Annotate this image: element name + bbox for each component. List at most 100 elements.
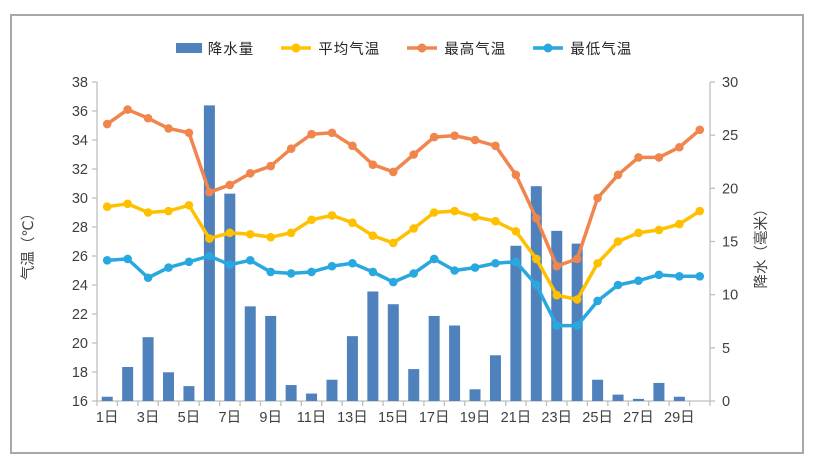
line-series-2-point-day-24 xyxy=(572,254,582,264)
line-series-2-point-day-9 xyxy=(266,161,275,171)
legend-label: 最高气温 xyxy=(444,41,507,58)
line-series-3-point-day-16 xyxy=(409,269,419,278)
precip-bar-day-12 xyxy=(326,379,338,401)
x-axis-tick-label: 1日 xyxy=(96,410,119,426)
line-series-2-point-day-10 xyxy=(286,144,296,153)
line-series-1-point-day-9 xyxy=(266,232,275,242)
left-axis-tick-label: 22 xyxy=(72,307,88,323)
line-series-2-point-day-6 xyxy=(205,187,214,197)
line-series-2-point-day-17 xyxy=(429,132,439,142)
precip-bar-day-20 xyxy=(489,355,501,401)
x-axis-tick-label: 7日 xyxy=(219,410,242,426)
precip-bar-day-18 xyxy=(449,325,461,401)
line-series-1-point-day-11 xyxy=(307,215,316,225)
line-series-2-point-day-4 xyxy=(164,124,173,133)
line-series-3-point-day-29 xyxy=(675,272,684,281)
line-series-1-point-day-22 xyxy=(532,254,541,264)
left-axis-tick-label: 24 xyxy=(72,278,88,294)
line-series-1-point-day-24 xyxy=(572,295,582,304)
line-series-3-point-day-26 xyxy=(613,280,623,290)
line-series-3-point-day-19 xyxy=(470,263,480,272)
line-series-1-point-day-28 xyxy=(654,225,664,235)
line-series-1-point-day-25 xyxy=(593,258,602,268)
chart-legend: 降水量 平均气温 最高气温 最低气温 xyxy=(97,36,711,60)
line-series-2-point-day-2 xyxy=(123,105,132,114)
line-series-1-point-day-19 xyxy=(470,212,480,222)
line-series-1-point-day-16 xyxy=(409,224,419,233)
precip-bar-day-11 xyxy=(306,393,318,401)
precip-bar-day-2 xyxy=(122,366,134,401)
line-series-2-point-day-21 xyxy=(511,170,521,180)
line-series-1-point-day-3 xyxy=(143,208,153,217)
line-series-2-point-day-7 xyxy=(225,180,235,190)
legend-label: 最低气温 xyxy=(570,41,633,58)
line-series-3-point-day-5 xyxy=(184,257,194,267)
line-series-1-point-day-26 xyxy=(613,237,623,246)
left-axis-tick-label: 20 xyxy=(72,336,88,352)
precip-bar-day-3 xyxy=(142,337,154,401)
line-series-3-point-day-22 xyxy=(532,280,541,290)
line-series-1-point-day-27 xyxy=(634,228,643,238)
line-series-1-point-day-13 xyxy=(348,218,357,227)
line-series-2-point-day-30 xyxy=(695,125,705,135)
left-axis-tick-label: 28 xyxy=(72,220,88,236)
x-axis-tick-label: 3日 xyxy=(137,410,160,426)
line-series-2-point-day-25 xyxy=(593,193,602,203)
right-axis-tick-label: 30 xyxy=(722,75,738,91)
x-axis-tick-label: 15日 xyxy=(378,410,409,426)
line-series-1-point-day-14 xyxy=(368,231,378,240)
left-axis-tick-label: 30 xyxy=(72,191,88,207)
line-series-1-point-day-7 xyxy=(225,228,235,238)
line-series-3-point-day-3 xyxy=(143,273,153,283)
precip-bar-day-17 xyxy=(428,315,440,401)
right-axis-tick-label: 20 xyxy=(722,181,738,197)
x-axis-tick-label: 9日 xyxy=(259,410,282,426)
line-series-3-point-day-11 xyxy=(307,267,316,277)
precip-bar-day-21 xyxy=(510,245,522,401)
line-series-1-point-day-30 xyxy=(695,206,705,216)
line-series-3-point-day-17 xyxy=(429,254,439,264)
line-series-2-point-day-22 xyxy=(532,214,541,223)
x-axis-tick-label: 25日 xyxy=(582,410,613,426)
line-series-3-point-day-7 xyxy=(225,260,235,270)
line-series-3-point-day-9 xyxy=(266,267,275,277)
line-series-2-point-day-26 xyxy=(613,170,623,180)
line-series-1-point-day-6 xyxy=(205,234,214,243)
legend-item-max-temp: 最高气温 xyxy=(406,38,506,59)
line-series-3-point-day-24 xyxy=(572,321,582,330)
line-series-3-point-day-20 xyxy=(491,258,500,268)
line-series-3-point-day-27 xyxy=(634,276,643,285)
left-axis-tick-label: 16 xyxy=(72,394,88,410)
precip-bar-day-22 xyxy=(530,186,542,401)
line-series-2-point-day-20 xyxy=(491,141,500,151)
line-series-3-point-day-15 xyxy=(388,277,398,287)
right-axis-tick-label: 10 xyxy=(722,288,738,304)
line-series-1-point-day-1 xyxy=(102,202,112,211)
line-series-2 xyxy=(105,107,702,268)
line-series-2-point-day-19 xyxy=(470,135,480,145)
legend-item-min-temp: 最低气温 xyxy=(532,38,632,59)
line-series-2-point-day-28 xyxy=(654,153,664,162)
line-series-2-point-day-15 xyxy=(388,167,398,177)
line-series-1-point-day-20 xyxy=(491,216,500,226)
line-series-3-point-day-8 xyxy=(245,256,255,265)
line-series-3-point-day-2 xyxy=(123,254,132,264)
line-series-2-point-day-11 xyxy=(307,129,316,139)
line-series-1-point-day-12 xyxy=(327,211,337,220)
line-series-1-point-day-5 xyxy=(184,200,194,210)
legend-label: 平均气温 xyxy=(318,41,381,58)
line-series-2-point-day-1 xyxy=(102,119,112,129)
precipitation-bar-swatch-icon xyxy=(175,43,202,53)
line-series-2-point-day-12 xyxy=(327,128,337,138)
line-series-2-point-day-13 xyxy=(348,141,357,151)
right-axis-title: 降水（毫米） xyxy=(752,202,770,289)
x-axis-tick-label: 11日 xyxy=(297,410,327,426)
precip-bar-day-29 xyxy=(673,396,685,401)
legend-label: 降水量 xyxy=(207,41,255,58)
line-series-1-point-day-18 xyxy=(450,206,459,216)
line-series-2-point-day-23 xyxy=(552,261,562,271)
x-axis-tick-label: 5日 xyxy=(178,410,201,426)
precip-bar-day-5 xyxy=(183,386,195,401)
precip-bar-day-26 xyxy=(612,394,624,401)
precip-bar-day-8 xyxy=(244,306,256,401)
